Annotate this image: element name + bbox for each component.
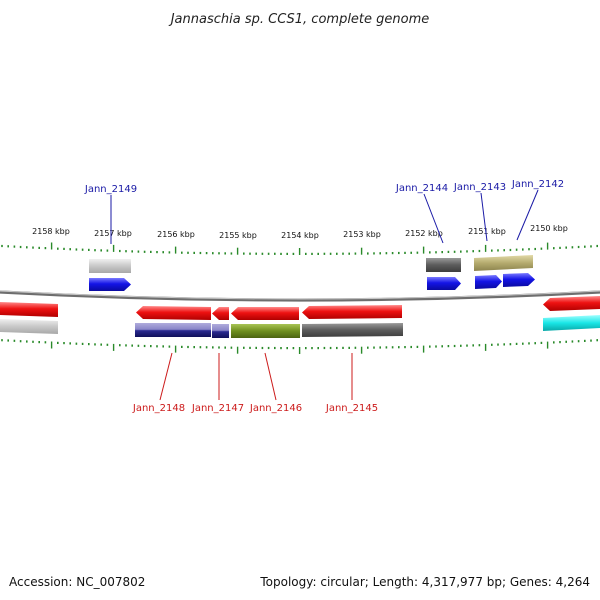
leader-jann-2143 (480, 192, 488, 242)
feature-right-edge-cyan[interactable] (543, 315, 600, 331)
kbp-label-2150: 2150 kbp (530, 224, 568, 233)
kbp-scale: 2158 kbp 2157 kbp 2156 kbp 2155 kbp 2154… (32, 224, 568, 240)
feature-jann-2142[interactable] (503, 273, 535, 287)
gene-label-jann-2142[interactable]: Jann_2142 (511, 179, 564, 190)
kbp-label-2153: 2153 kbp (343, 230, 381, 239)
gene-label-jann-2147[interactable]: Jann_2147 (191, 403, 244, 414)
leader-jann-2144 (423, 193, 444, 244)
kbp-label-2155: 2155 kbp (219, 231, 257, 240)
gene-label-jann-2149[interactable]: Jann_2149 (84, 184, 137, 195)
kbp-label-2154: 2154 kbp (281, 231, 319, 240)
gene-label-jann-2144[interactable]: Jann_2144 (395, 183, 448, 194)
genome-backbone-highlight (0, 290, 600, 300)
accession-text: Accession: NC_007802 (9, 575, 145, 589)
leader-lines-top (110, 189, 539, 244)
feature-jann-2144-rna[interactable] (426, 258, 461, 272)
features-upper (89, 255, 535, 291)
gene-labels-top: Jann_2149 Jann_2144 Jann_2143 Jann_2142 (84, 179, 564, 195)
feature-left-edge-gray[interactable] (0, 319, 58, 334)
feature-jann-2145-rna[interactable] (302, 323, 403, 337)
feature-jann-2147-rna[interactable] (212, 324, 229, 338)
feature-jann-2146-rna[interactable] (231, 324, 300, 338)
gene-label-jann-2146[interactable]: Jann_2146 (249, 403, 302, 414)
genome-stats-text: Topology: circular; Length: 4,317,977 bp… (259, 575, 590, 589)
features-lower (0, 296, 600, 338)
feature-jann-2149[interactable] (89, 278, 131, 291)
leader-jann-2146 (264, 352, 277, 401)
gene-label-jann-2148[interactable]: Jann_2148 (132, 403, 185, 414)
feature-jann-2144[interactable] (427, 277, 461, 290)
gene-labels-bottom: Jann_2148 Jann_2147 Jann_2146 Jann_2145 (132, 403, 378, 414)
feature-jann-2149-rna[interactable] (89, 259, 131, 273)
genome-backbone (0, 290, 600, 302)
feature-jann-2143[interactable] (475, 275, 502, 289)
tick-track-top (1, 242, 599, 255)
kbp-label-2156: 2156 kbp (157, 230, 195, 239)
tick-track-bottom (1, 339, 599, 354)
leader-jann-2142 (516, 189, 539, 241)
leader-lines-bottom (159, 352, 353, 401)
kbp-label-2157: 2157 kbp (94, 229, 132, 238)
kbp-label-2151: 2151 kbp (468, 227, 506, 236)
feature-jann-2147[interactable] (212, 307, 229, 320)
map-title: Jannaschia sp. CCS1, complete genome (168, 12, 430, 27)
feature-jann-2148[interactable] (136, 306, 211, 320)
gene-label-jann-2143[interactable]: Jann_2143 (453, 182, 506, 193)
feature-left-edge-red[interactable] (0, 302, 58, 317)
feature-jann-2148-rna[interactable] (135, 323, 211, 337)
gene-label-jann-2145[interactable]: Jann_2145 (325, 403, 378, 414)
feature-right-edge-red[interactable] (543, 296, 600, 311)
feature-jann-2143-rna[interactable] (474, 255, 533, 271)
kbp-label-2152: 2152 kbp (405, 229, 443, 238)
leader-jann-2148 (159, 352, 173, 401)
feature-jann-2145[interactable] (302, 305, 402, 319)
kbp-label-2158: 2158 kbp (32, 227, 70, 236)
feature-jann-2146[interactable] (231, 307, 299, 320)
